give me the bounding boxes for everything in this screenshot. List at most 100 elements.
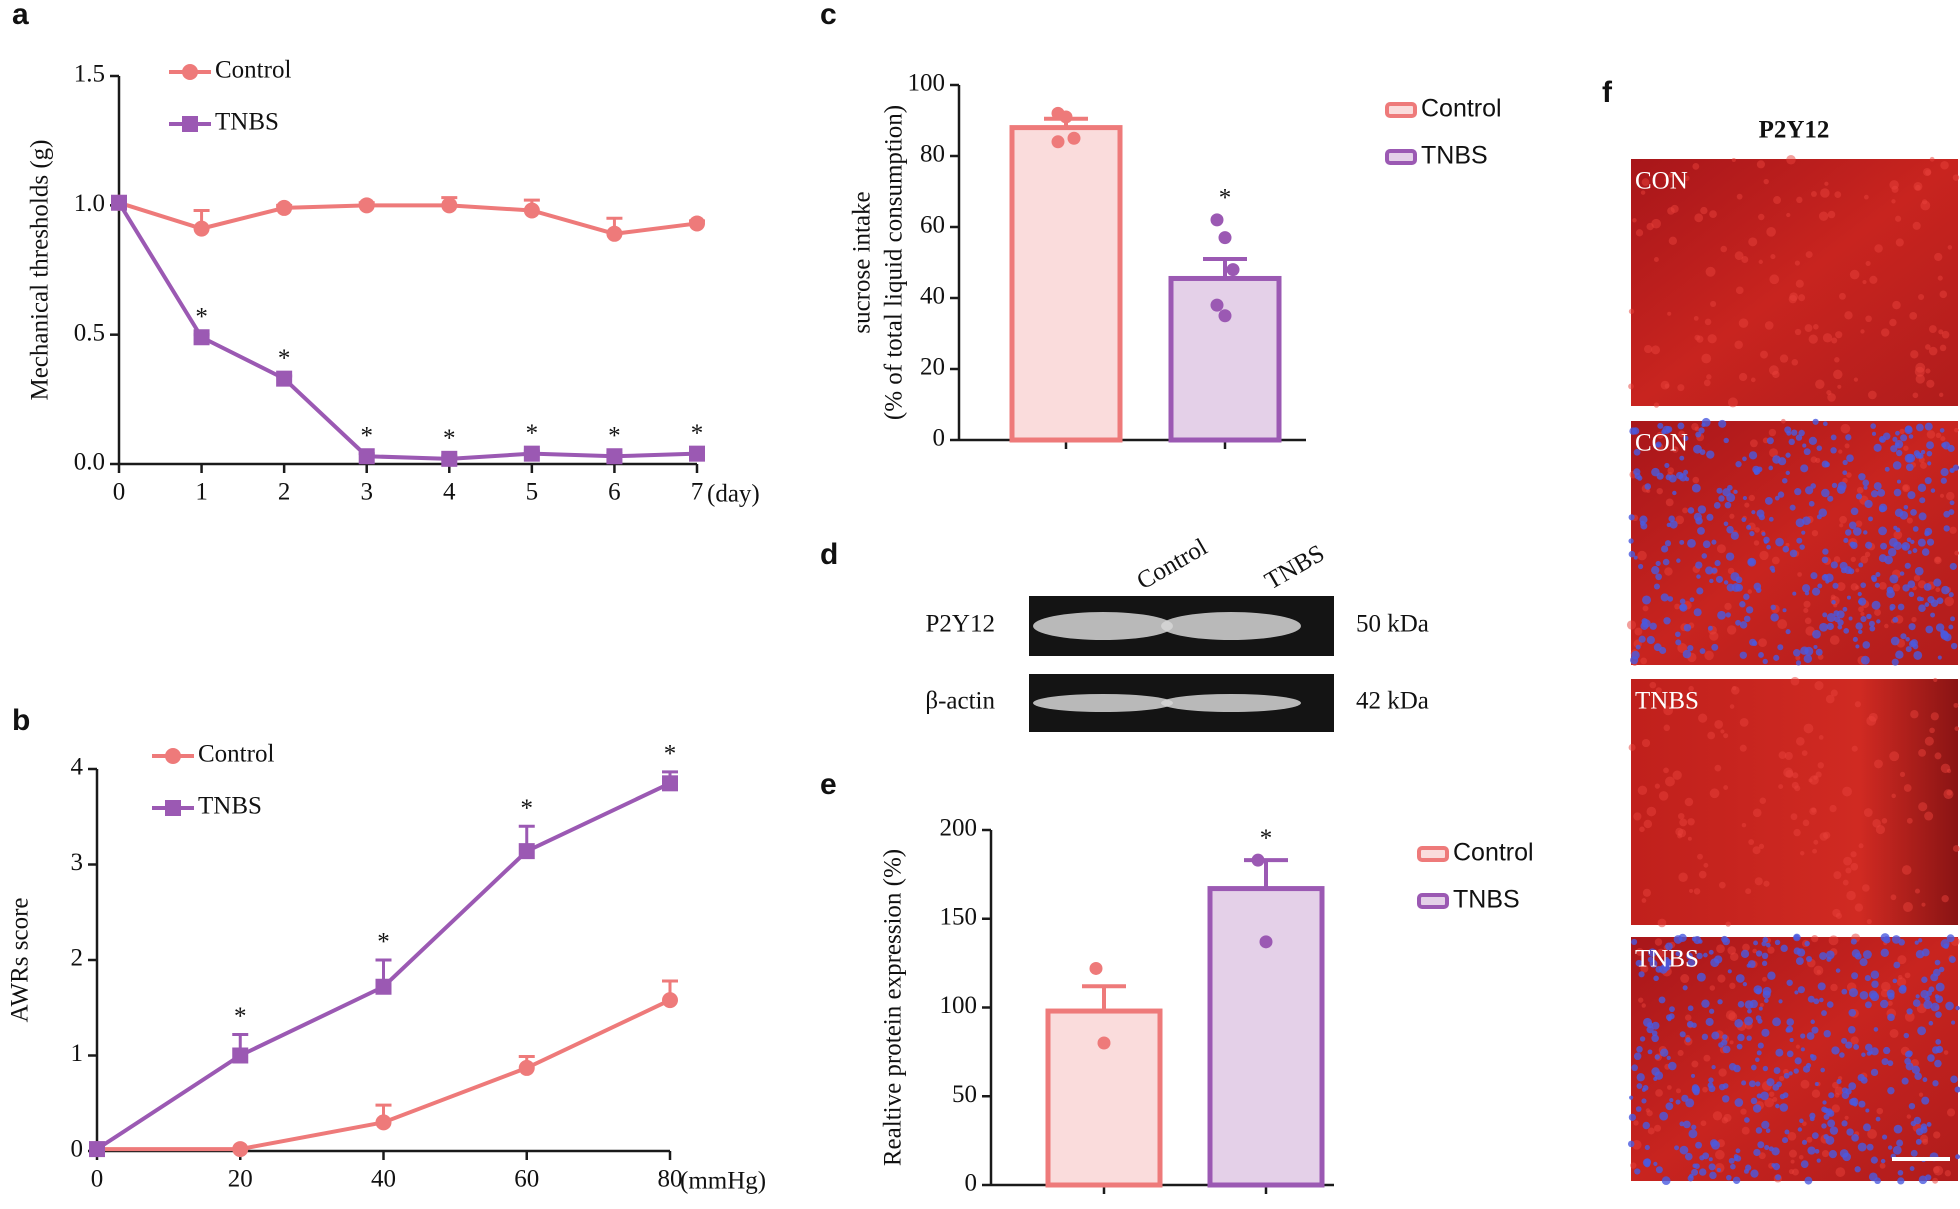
nucleus bbox=[1926, 441, 1934, 450]
cell-signal bbox=[1723, 733, 1729, 739]
nucleus bbox=[1826, 613, 1836, 622]
nucleus bbox=[1935, 623, 1945, 632]
cell-signal bbox=[1680, 974, 1690, 984]
nucleus bbox=[1655, 560, 1661, 567]
cell-signal bbox=[1768, 1091, 1775, 1097]
nucleus bbox=[1817, 982, 1826, 991]
data-point bbox=[276, 370, 293, 387]
nucleus bbox=[1850, 541, 1858, 550]
nucleus bbox=[1683, 623, 1692, 632]
nucleus bbox=[1692, 1163, 1698, 1169]
nucleus bbox=[1701, 553, 1708, 559]
cell-signal bbox=[1714, 720, 1724, 729]
nucleus bbox=[1682, 985, 1688, 991]
nucleus bbox=[1804, 1176, 1813, 1185]
cell-signal bbox=[1846, 890, 1856, 901]
nucleus bbox=[1926, 990, 1932, 997]
cell-signal bbox=[1752, 808, 1762, 818]
cell-signal bbox=[1778, 784, 1784, 790]
cell-signal bbox=[1739, 717, 1749, 727]
cell-signal bbox=[1854, 701, 1861, 708]
nucleus bbox=[1777, 644, 1784, 651]
cell-signal bbox=[1918, 748, 1926, 757]
cell-signal bbox=[1845, 867, 1852, 874]
nucleus bbox=[1907, 550, 1912, 555]
nucleus bbox=[1834, 616, 1841, 623]
nucleus bbox=[1955, 1005, 1960, 1011]
cell-signal bbox=[1938, 329, 1944, 335]
nucleus bbox=[1693, 444, 1702, 454]
nucleus bbox=[1679, 598, 1686, 605]
cell-signal bbox=[1688, 685, 1694, 692]
nucleus bbox=[1910, 1149, 1918, 1157]
nucleus bbox=[1764, 1144, 1770, 1151]
cell-signal bbox=[1729, 513, 1735, 519]
cell-signal bbox=[1935, 587, 1941, 593]
nucleus bbox=[1936, 597, 1944, 605]
nucleus bbox=[1806, 955, 1813, 962]
cell-signal bbox=[1785, 769, 1794, 778]
nucleus bbox=[1891, 658, 1899, 666]
cell-signal bbox=[1902, 484, 1911, 493]
nucleus bbox=[1761, 952, 1769, 960]
nucleus bbox=[1950, 616, 1956, 622]
cell-signal bbox=[1664, 776, 1675, 787]
nucleus bbox=[1687, 1005, 1694, 1012]
nucleus bbox=[1914, 1072, 1922, 1080]
nucleus bbox=[1812, 418, 1819, 425]
nucleus bbox=[1753, 582, 1762, 591]
cell-signal bbox=[1887, 1000, 1893, 1006]
nucleus bbox=[1644, 483, 1652, 490]
cell-signal bbox=[1773, 196, 1782, 205]
significance-mark: * bbox=[691, 420, 704, 447]
nucleus bbox=[1816, 445, 1823, 451]
cell-signal bbox=[1738, 372, 1748, 382]
nucleus bbox=[1807, 995, 1815, 1003]
nucleus bbox=[1949, 500, 1955, 506]
nucleus bbox=[1841, 1037, 1848, 1044]
cell-signal bbox=[1894, 215, 1902, 222]
cell-signal bbox=[1860, 329, 1865, 334]
cell-signal bbox=[1723, 785, 1729, 791]
legend-label: TNBS bbox=[198, 793, 262, 820]
cell-signal bbox=[1872, 819, 1881, 828]
cell-signal bbox=[1763, 880, 1770, 887]
cell-signal bbox=[1890, 894, 1897, 901]
nucleus bbox=[1716, 1167, 1721, 1173]
cell-signal bbox=[1903, 784, 1912, 792]
nucleus bbox=[1634, 1168, 1641, 1175]
nucleus bbox=[1785, 452, 1791, 458]
cell-signal bbox=[1794, 328, 1802, 336]
nucleus bbox=[1642, 1121, 1650, 1130]
nucleus bbox=[1783, 1072, 1790, 1079]
cell-signal bbox=[1684, 1014, 1692, 1021]
cell-signal bbox=[1903, 445, 1909, 451]
nucleus bbox=[1913, 651, 1923, 660]
nucleus bbox=[1897, 1169, 1904, 1176]
nucleus bbox=[1845, 1041, 1853, 1049]
nucleus bbox=[1906, 1008, 1913, 1015]
cell-signal bbox=[1703, 862, 1709, 868]
nucleus bbox=[1874, 582, 1880, 588]
cell-signal bbox=[1700, 1120, 1707, 1127]
significance-mark: * bbox=[521, 795, 534, 822]
cell-signal bbox=[1904, 972, 1911, 979]
cell-signal bbox=[1924, 811, 1934, 821]
nucleus bbox=[1821, 556, 1829, 564]
nucleus bbox=[1773, 1067, 1781, 1074]
nucleus bbox=[1918, 1175, 1928, 1185]
cell-signal bbox=[1654, 938, 1663, 946]
nucleus bbox=[1866, 613, 1872, 620]
data-point bbox=[276, 199, 293, 216]
cell-signal bbox=[1926, 379, 1935, 388]
nucleus bbox=[1699, 1168, 1707, 1176]
cell-signal bbox=[1651, 218, 1661, 229]
cell-signal bbox=[1641, 898, 1647, 903]
cell-signal bbox=[1644, 344, 1653, 354]
nucleus bbox=[1952, 464, 1960, 471]
nucleus bbox=[1655, 965, 1663, 973]
cell-signal bbox=[1889, 1028, 1899, 1038]
nucleus bbox=[1696, 952, 1703, 960]
nucleus bbox=[1935, 1039, 1942, 1045]
cell-signal bbox=[1910, 710, 1919, 719]
